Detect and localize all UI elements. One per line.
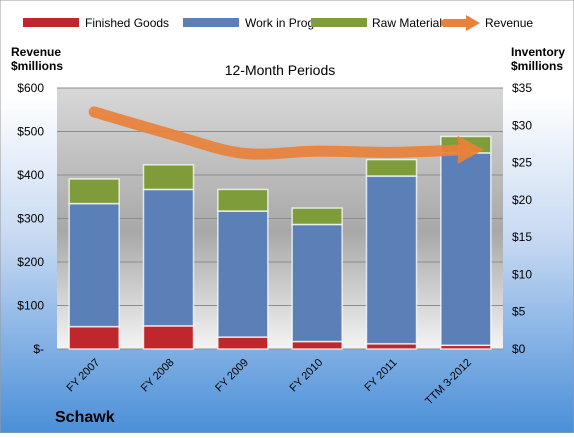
- legend-swatch-raw-materials: [311, 18, 367, 27]
- left-tick-label: $400: [17, 168, 44, 182]
- bar-segment-work-in-progress: [365, 175, 418, 345]
- left-tick-label: $600: [17, 81, 44, 95]
- bar-segment-finished-goods: [142, 325, 195, 350]
- right-axis-title-line1: Inventory: [511, 45, 565, 59]
- bar-segment-raw-materials: [142, 164, 195, 191]
- right-tick-label: $15: [512, 230, 532, 244]
- bar-segment-work-in-progress: [291, 223, 343, 343]
- bar-segment-work-in-progress: [440, 152, 492, 347]
- right-tick-label: $10: [512, 267, 532, 281]
- right-tick-label: $5: [512, 305, 526, 319]
- legend-swatch-work-in-progress: [183, 18, 239, 27]
- right-tick-label: $30: [512, 118, 532, 132]
- left-tick-label: $200: [17, 255, 44, 269]
- bar-segment-finished-goods: [365, 343, 418, 350]
- left-tick-label: $500: [17, 125, 44, 139]
- revenue-arrowhead: [457, 135, 484, 164]
- bar-segment-work-in-progress: [68, 202, 120, 328]
- left-tick-label: $-: [33, 342, 44, 356]
- legend-label-raw-materials: Raw Materials: [372, 16, 448, 30]
- legend-label-revenue: Revenue: [485, 16, 533, 30]
- bar-segment-finished-goods: [68, 325, 120, 350]
- bar-segment-work-in-progress: [142, 188, 195, 327]
- left-tick-label: $100: [17, 299, 44, 313]
- right-tick-label: $20: [512, 193, 532, 207]
- bar-segment-raw-materials: [291, 207, 343, 226]
- bar-segment-finished-goods: [217, 336, 269, 350]
- right-axis-title-line2: $millions: [511, 59, 563, 73]
- bars-layer: [68, 135, 492, 350]
- bar-segment-finished-goods: [291, 340, 343, 350]
- bar-segment-raw-materials: [217, 188, 269, 212]
- company-name: Schawk: [55, 409, 115, 426]
- left-axis-title-line1: Revenue: [11, 45, 61, 59]
- left-axis-title-line2: $millions: [11, 59, 63, 73]
- line-layer: [88, 106, 484, 164]
- bar-segment-raw-materials: [365, 158, 418, 177]
- legend: Finished Goods Work in Progress Raw Mate…: [23, 15, 533, 31]
- revenue-line: [88, 106, 472, 160]
- grid-layer: [57, 87, 503, 350]
- legend-arrowhead-revenue: [466, 15, 480, 31]
- right-tick-label: $25: [512, 156, 532, 170]
- bar-segment-work-in-progress: [217, 210, 269, 338]
- bar-segment-raw-materials: [68, 178, 120, 205]
- right-tick-label: $0: [512, 342, 526, 356]
- chart-subtitle: 12-Month Periods: [225, 62, 336, 78]
- legend-swatch-finished-goods: [23, 18, 79, 27]
- legend-label-finished-goods: Finished Goods: [85, 16, 169, 30]
- right-tick-label: $35: [512, 81, 532, 95]
- left-tick-label: $300: [17, 212, 44, 226]
